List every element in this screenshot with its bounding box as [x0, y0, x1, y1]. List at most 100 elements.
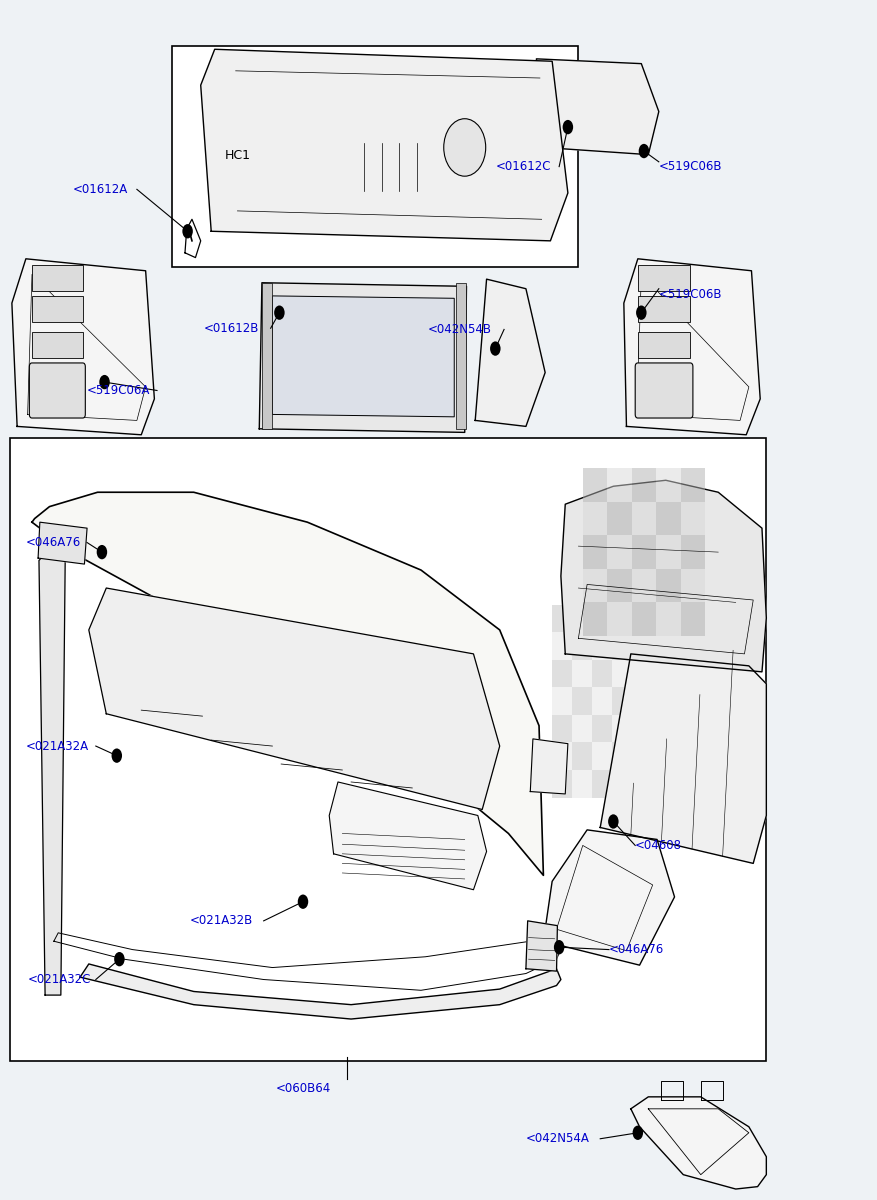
Circle shape: [563, 120, 574, 134]
Text: <060B64: <060B64: [275, 1082, 331, 1094]
Bar: [632, 688, 652, 715]
Bar: [32, 296, 82, 323]
Polygon shape: [526, 920, 558, 971]
FancyBboxPatch shape: [635, 362, 693, 418]
Bar: [11, 438, 766, 1061]
Polygon shape: [475, 280, 545, 426]
Bar: [553, 688, 573, 715]
Bar: [262, 283, 273, 428]
Bar: [656, 535, 681, 569]
Bar: [607, 569, 631, 602]
Circle shape: [275, 306, 285, 320]
Bar: [673, 770, 693, 798]
Bar: [32, 265, 82, 292]
Bar: [553, 660, 573, 688]
Bar: [573, 743, 592, 770]
Polygon shape: [631, 1097, 766, 1189]
Bar: [456, 283, 467, 428]
Bar: [612, 743, 632, 770]
Bar: [638, 265, 690, 292]
Bar: [632, 605, 652, 632]
Polygon shape: [260, 283, 467, 432]
Polygon shape: [537, 59, 659, 155]
Text: <519C06B: <519C06B: [659, 160, 723, 173]
Bar: [612, 660, 632, 688]
Bar: [573, 770, 592, 798]
Bar: [612, 688, 632, 715]
Circle shape: [490, 341, 501, 355]
Text: <04608: <04608: [635, 839, 682, 852]
Circle shape: [444, 119, 486, 176]
Bar: [553, 743, 573, 770]
Bar: [172, 46, 578, 268]
Circle shape: [554, 940, 565, 954]
Bar: [681, 569, 705, 602]
Text: <046A76: <046A76: [609, 943, 664, 956]
Text: <046A76: <046A76: [25, 536, 81, 550]
Bar: [582, 535, 607, 569]
Circle shape: [99, 374, 110, 389]
Circle shape: [182, 224, 193, 239]
Circle shape: [638, 144, 649, 158]
Bar: [681, 602, 705, 636]
Polygon shape: [273, 296, 454, 416]
Bar: [631, 468, 656, 502]
Bar: [631, 535, 656, 569]
FancyBboxPatch shape: [29, 362, 85, 418]
Bar: [652, 743, 673, 770]
Bar: [681, 468, 705, 502]
Bar: [652, 770, 673, 798]
Bar: [573, 632, 592, 660]
Bar: [573, 660, 592, 688]
Bar: [656, 569, 681, 602]
Polygon shape: [329, 782, 487, 889]
Bar: [631, 569, 656, 602]
Circle shape: [608, 815, 618, 829]
Bar: [612, 715, 632, 743]
Bar: [612, 632, 632, 660]
Polygon shape: [561, 480, 766, 672]
Polygon shape: [544, 830, 674, 965]
Circle shape: [114, 952, 125, 966]
Bar: [656, 468, 681, 502]
Bar: [582, 569, 607, 602]
Text: <021A32B: <021A32B: [189, 914, 253, 928]
Circle shape: [636, 306, 646, 320]
Polygon shape: [32, 492, 544, 875]
Text: <042N54B: <042N54B: [428, 323, 492, 336]
Bar: [607, 602, 631, 636]
Bar: [632, 770, 652, 798]
Bar: [553, 605, 573, 632]
Bar: [553, 632, 573, 660]
Bar: [638, 296, 690, 323]
Bar: [592, 770, 612, 798]
Bar: [652, 715, 673, 743]
Bar: [573, 688, 592, 715]
Text: p  a  r  t  s: p a r t s: [283, 584, 383, 604]
Bar: [673, 743, 693, 770]
Bar: [656, 502, 681, 535]
Bar: [592, 632, 612, 660]
Bar: [632, 715, 652, 743]
Bar: [652, 660, 673, 688]
Bar: [582, 502, 607, 535]
Bar: [631, 502, 656, 535]
Bar: [592, 605, 612, 632]
Bar: [652, 688, 673, 715]
Bar: [632, 632, 652, 660]
Bar: [582, 468, 607, 502]
Bar: [631, 602, 656, 636]
Text: <01612C: <01612C: [496, 160, 551, 173]
Text: <01612B: <01612B: [204, 322, 260, 335]
Text: <519C06A: <519C06A: [87, 384, 151, 397]
Bar: [673, 688, 693, 715]
Bar: [681, 535, 705, 569]
Circle shape: [96, 545, 107, 559]
Text: <042N54A: <042N54A: [526, 1133, 590, 1145]
Bar: [652, 632, 673, 660]
Bar: [607, 468, 631, 502]
Bar: [638, 332, 690, 358]
Circle shape: [632, 1126, 643, 1140]
Bar: [582, 602, 607, 636]
Bar: [607, 502, 631, 535]
